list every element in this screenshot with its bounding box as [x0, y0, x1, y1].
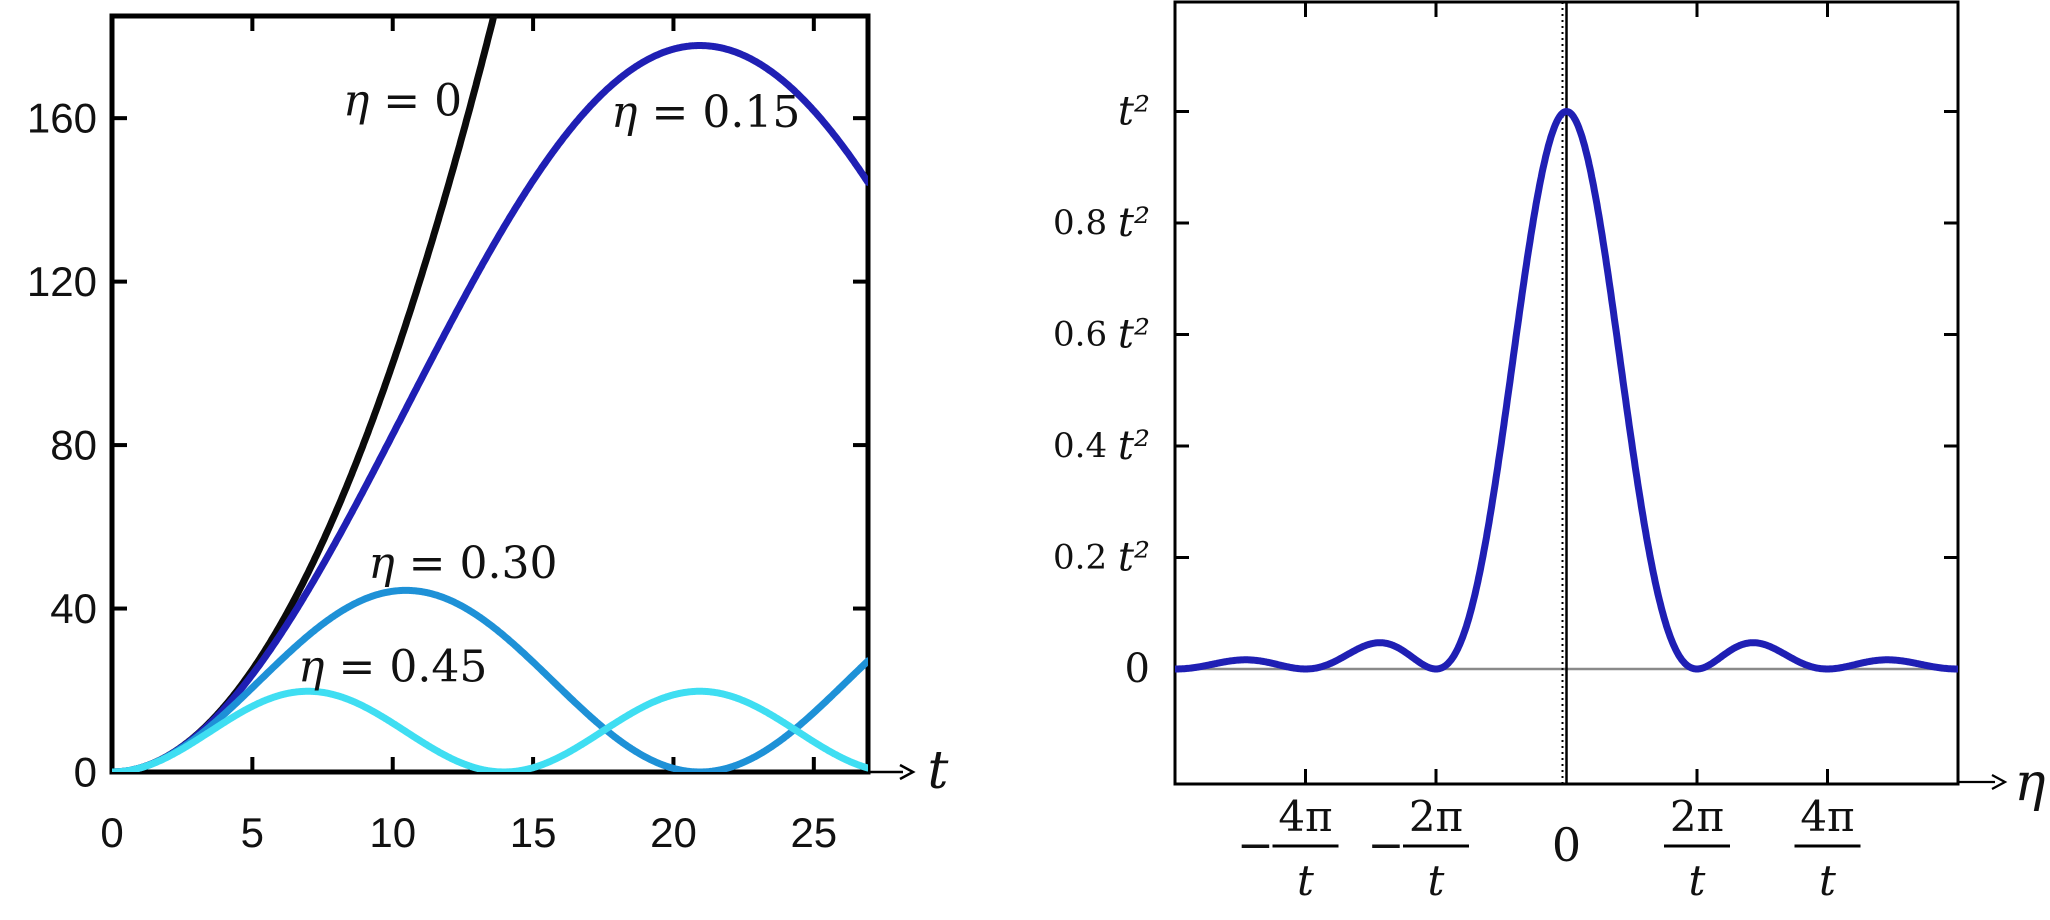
y-tick-label: 0.8 t²: [1053, 200, 1150, 246]
label-part: = 0.30: [395, 537, 558, 588]
x-tick-fraction-label: −4π t: [1237, 792, 1339, 905]
y-tick-label: 120: [27, 258, 97, 305]
y-tick-label: 160: [27, 95, 97, 142]
x-tick-label: 20: [650, 809, 697, 856]
right-plot: t²0.8 t²0.6 t²0.4 t²0.2 t²0−4πt−2πt02πt4…: [1053, 0, 2046, 905]
curve-eta-015: [112, 42, 868, 772]
label-part: t²: [1118, 89, 1150, 135]
y-tick-label: 40: [50, 585, 97, 632]
curve-label: η = 0.15: [611, 87, 800, 138]
label-part: η: [611, 87, 637, 138]
fraction-numerator: 2π: [1670, 792, 1724, 841]
y-tick-label: 0.6 t²: [1053, 312, 1150, 358]
label-part: 0.4: [1053, 426, 1118, 466]
x-tick-fraction-label: −2π t: [1368, 792, 1469, 905]
y-tick-label: 80: [50, 422, 97, 469]
fraction-minus: −: [1237, 820, 1274, 871]
fraction-denominator: t: [1297, 856, 1314, 905]
x-tick-label: 0: [100, 809, 123, 856]
x-tick-label-zero: 0: [1552, 818, 1581, 872]
x-axis-arrowhead: [899, 763, 916, 781]
x-tick-label: 25: [790, 809, 837, 856]
x-tick-label: 5: [241, 809, 264, 856]
x-axis-arrowhead: [1991, 774, 2008, 790]
fraction-denominator: t: [1689, 856, 1706, 905]
label-part: = 0: [369, 75, 462, 126]
fraction-minus: −: [1368, 820, 1405, 871]
label-part: = 0.15: [638, 87, 801, 138]
y-tick-label: 0.2 t²: [1053, 535, 1150, 581]
x-axis-label: η: [2014, 753, 2045, 813]
x-tick-label: 15: [510, 809, 557, 856]
fraction-denominator: t: [1428, 856, 1445, 905]
curves-group: [112, 16, 868, 772]
label-part: 0.8: [1053, 203, 1118, 243]
x-tick-label: 10: [369, 809, 416, 856]
x-tick-fraction-label: 2π t: [1664, 792, 1730, 905]
label-part: 0.6: [1053, 315, 1118, 355]
label-part: t²: [1118, 535, 1150, 581]
curve-group: [1175, 108, 1958, 673]
label-part: = 0.45: [325, 641, 488, 692]
curve-label: η = 0.30: [368, 537, 557, 588]
fraction-numerator: 2π: [1409, 792, 1463, 841]
curve-eta-03: [112, 586, 868, 772]
fraction-numerator: 4π: [1278, 792, 1332, 841]
label-part: 0.2: [1053, 538, 1118, 578]
y-tick-label: 0: [74, 749, 97, 796]
x-tick-fraction-label: 4π t: [1794, 792, 1861, 905]
label-part: η: [343, 75, 369, 126]
label-part: t²: [1118, 312, 1150, 358]
fraction-denominator: t: [1819, 856, 1836, 905]
x-axis-label: t: [928, 741, 949, 801]
label-part: t²: [1118, 423, 1150, 469]
fraction-numerator: 4π: [1800, 792, 1854, 841]
curve-label: η = 0: [343, 75, 462, 126]
y-tick-label: 0.4 t²: [1053, 423, 1150, 469]
y-tick-label: 0: [1125, 646, 1150, 692]
label-part: t²: [1118, 200, 1150, 246]
curve-label: η = 0.45: [298, 641, 487, 692]
label-part: η: [368, 537, 394, 588]
sinc-squared-curve: [1175, 108, 1958, 673]
label-part: η: [298, 641, 324, 692]
y-tick-label: t²: [1118, 89, 1150, 135]
curve-eta-045: [112, 687, 868, 772]
